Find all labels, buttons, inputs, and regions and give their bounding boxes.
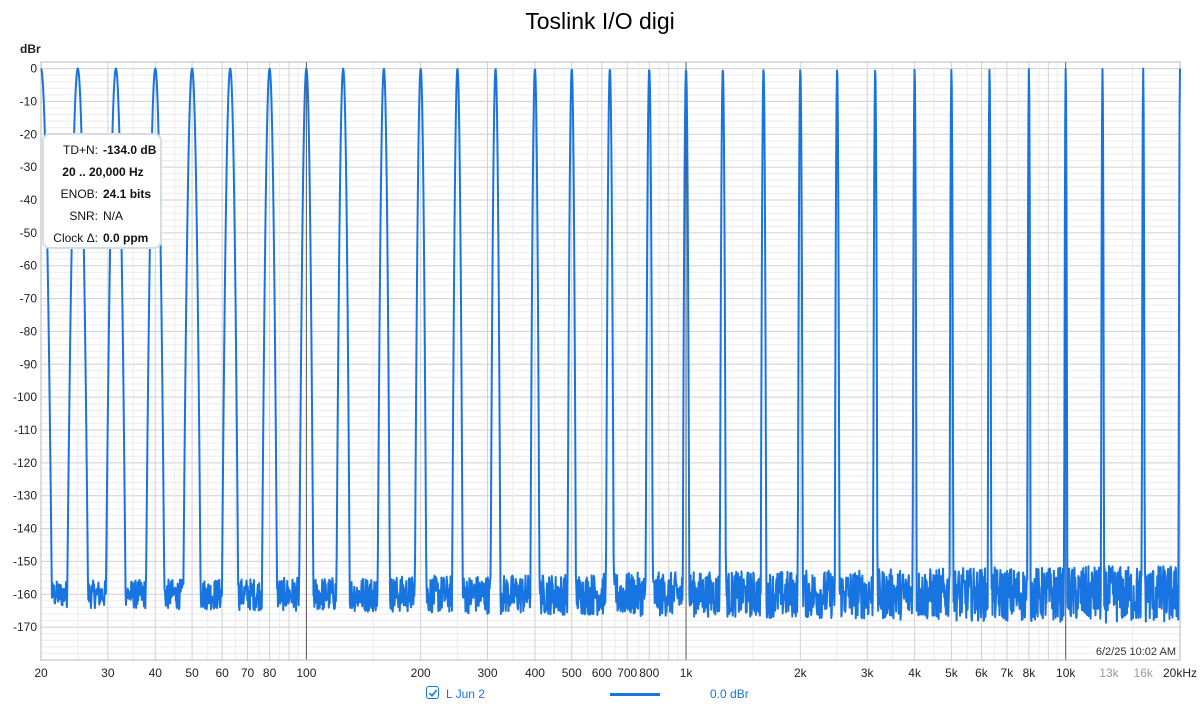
- clock-label: Clock Δ:: [53, 231, 98, 245]
- y-tick-label: -140: [13, 522, 37, 536]
- y-tick-label: -60: [20, 259, 38, 273]
- x-tick-label: 6k: [975, 666, 989, 680]
- x-tick-label: 100: [296, 666, 316, 680]
- y-tick-label: -40: [20, 193, 38, 207]
- y-tick-label: -150: [13, 554, 37, 568]
- x-tick-label: 16k: [1134, 666, 1154, 680]
- x-tick-label: 10k: [1056, 666, 1076, 680]
- y-tick-label: -80: [20, 324, 38, 338]
- tdn-value: -134.0 dB: [103, 143, 157, 157]
- checkmark-icon: [428, 689, 438, 698]
- timestamp: 6/2/25 10:02 AM: [1093, 646, 1178, 658]
- x-tick-label: 60: [215, 666, 229, 680]
- enob-label: ENOB:: [60, 187, 98, 201]
- x-tick-label: 1k: [680, 666, 694, 680]
- clock-value: 0.0 ppm: [103, 231, 149, 245]
- y-tick-label: -100: [13, 390, 37, 404]
- y-tick-label: -110: [14, 423, 37, 437]
- y-tick-label: -160: [13, 587, 37, 601]
- x-tick-label: 13k: [1099, 666, 1119, 680]
- x-tick-label: 800: [639, 666, 659, 680]
- x-tick-label: 4k: [908, 666, 922, 680]
- x-tick-label: 20kHz: [1163, 666, 1197, 680]
- x-tick-label: 700: [617, 666, 637, 680]
- x-tick-label: 30: [101, 666, 115, 680]
- legend-series-checkbox[interactable]: [426, 686, 439, 699]
- y-tick-label: -50: [20, 226, 38, 240]
- x-tick-label: 200: [411, 666, 431, 680]
- x-tick-label: 500: [562, 666, 582, 680]
- snr-label: SNR:: [69, 209, 98, 223]
- series-line-l-jun-2: [40, 67, 1181, 624]
- measurement-info-box[interactable]: TD+N: -134.0 dB 20 .. 20,000 Hz ENOB: 24…: [42, 133, 162, 249]
- x-tick-label: 40: [149, 666, 163, 680]
- y-tick-label: -90: [20, 357, 38, 371]
- snr-value: N/A: [103, 209, 124, 223]
- x-tick-label: 400: [525, 666, 545, 680]
- y-tick-label: 0: [30, 62, 37, 76]
- y-axis-ticks: 0 -10 -20 -30 -40 -50 -60 -70 -80 -90 -100 -110 -120…: [13, 62, 37, 635]
- x-tick-label: 5k: [945, 666, 959, 680]
- y-axis-label: dBr: [20, 42, 41, 56]
- frequency-range: 20 .. 20,000 Hz: [62, 165, 144, 179]
- x-tick-label: 7k: [1001, 666, 1015, 680]
- x-axis-ticks: 20 30 40 50 60 70 80 100 200 300 400 500 600 700 800 1k…: [34, 666, 1197, 680]
- y-tick-label: -130: [13, 489, 37, 503]
- plot-frame: [40, 61, 1181, 661]
- legend-series-name: L Jun 2: [446, 687, 485, 701]
- x-tick-label: 20: [34, 666, 48, 680]
- x-tick-label: 8k: [1023, 666, 1037, 680]
- tdn-label: TD+N:: [62, 143, 98, 157]
- y-tick-label: -20: [20, 127, 38, 141]
- x-tick-label: 300: [478, 666, 498, 680]
- legend: L Jun 2 0.0 dBr: [426, 686, 786, 704]
- enob-value: 24.1 bits: [103, 187, 152, 201]
- x-tick-label: 600: [592, 666, 612, 680]
- y-tick-label: -120: [13, 456, 37, 470]
- legend-line-swatch: [610, 693, 660, 696]
- legend-series-level: 0.0 dBr: [710, 687, 749, 701]
- x-tick-label: 80: [263, 666, 277, 680]
- y-tick-label: -30: [20, 160, 38, 174]
- x-tick-label: 70: [241, 666, 255, 680]
- x-tick-label: 3k: [861, 666, 875, 680]
- x-tick-label: 2k: [794, 666, 808, 680]
- chart-title: Toslink I/O digi: [525, 8, 675, 34]
- y-tick-label: -170: [13, 620, 37, 634]
- x-tick-label: 50: [185, 666, 199, 680]
- y-tick-label: -10: [20, 94, 38, 108]
- y-tick-label: -70: [20, 292, 38, 306]
